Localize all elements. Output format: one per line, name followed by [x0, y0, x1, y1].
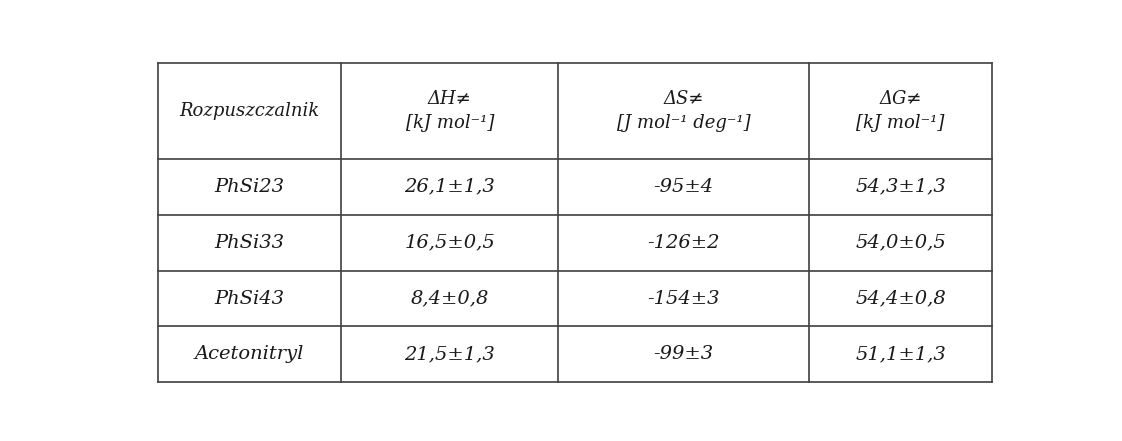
Text: -126±2: -126±2	[647, 234, 720, 252]
Text: -154±3: -154±3	[647, 289, 720, 307]
Text: 54,0±0,5: 54,0±0,5	[855, 234, 946, 252]
Text: PhSi33: PhSi33	[214, 234, 285, 252]
Text: 26,1±1,3: 26,1±1,3	[404, 178, 495, 196]
Text: 51,1±1,3: 51,1±1,3	[855, 345, 946, 363]
Text: Acetonitryl: Acetonitryl	[195, 345, 304, 363]
Text: PhSi43: PhSi43	[214, 289, 285, 307]
Text: ΔH≠
[kJ mol⁻¹]: ΔH≠ [kJ mol⁻¹]	[406, 90, 494, 132]
Text: 54,3±1,3: 54,3±1,3	[855, 178, 946, 196]
Text: ΔG≠
[kJ mol⁻¹]: ΔG≠ [kJ mol⁻¹]	[856, 90, 945, 132]
Text: 54,4±0,8: 54,4±0,8	[855, 289, 946, 307]
Text: 8,4±0,8: 8,4±0,8	[411, 289, 489, 307]
Text: -95±4: -95±4	[653, 178, 714, 196]
Text: Rozpuszczalnik: Rozpuszczalnik	[180, 102, 320, 120]
Text: ΔS≠
[J mol⁻¹ deg⁻¹]: ΔS≠ [J mol⁻¹ deg⁻¹]	[617, 90, 751, 132]
Text: 21,5±1,3: 21,5±1,3	[404, 345, 495, 363]
Text: -99±3: -99±3	[653, 345, 714, 363]
Text: PhSi23: PhSi23	[214, 178, 285, 196]
Text: 16,5±0,5: 16,5±0,5	[404, 234, 495, 252]
